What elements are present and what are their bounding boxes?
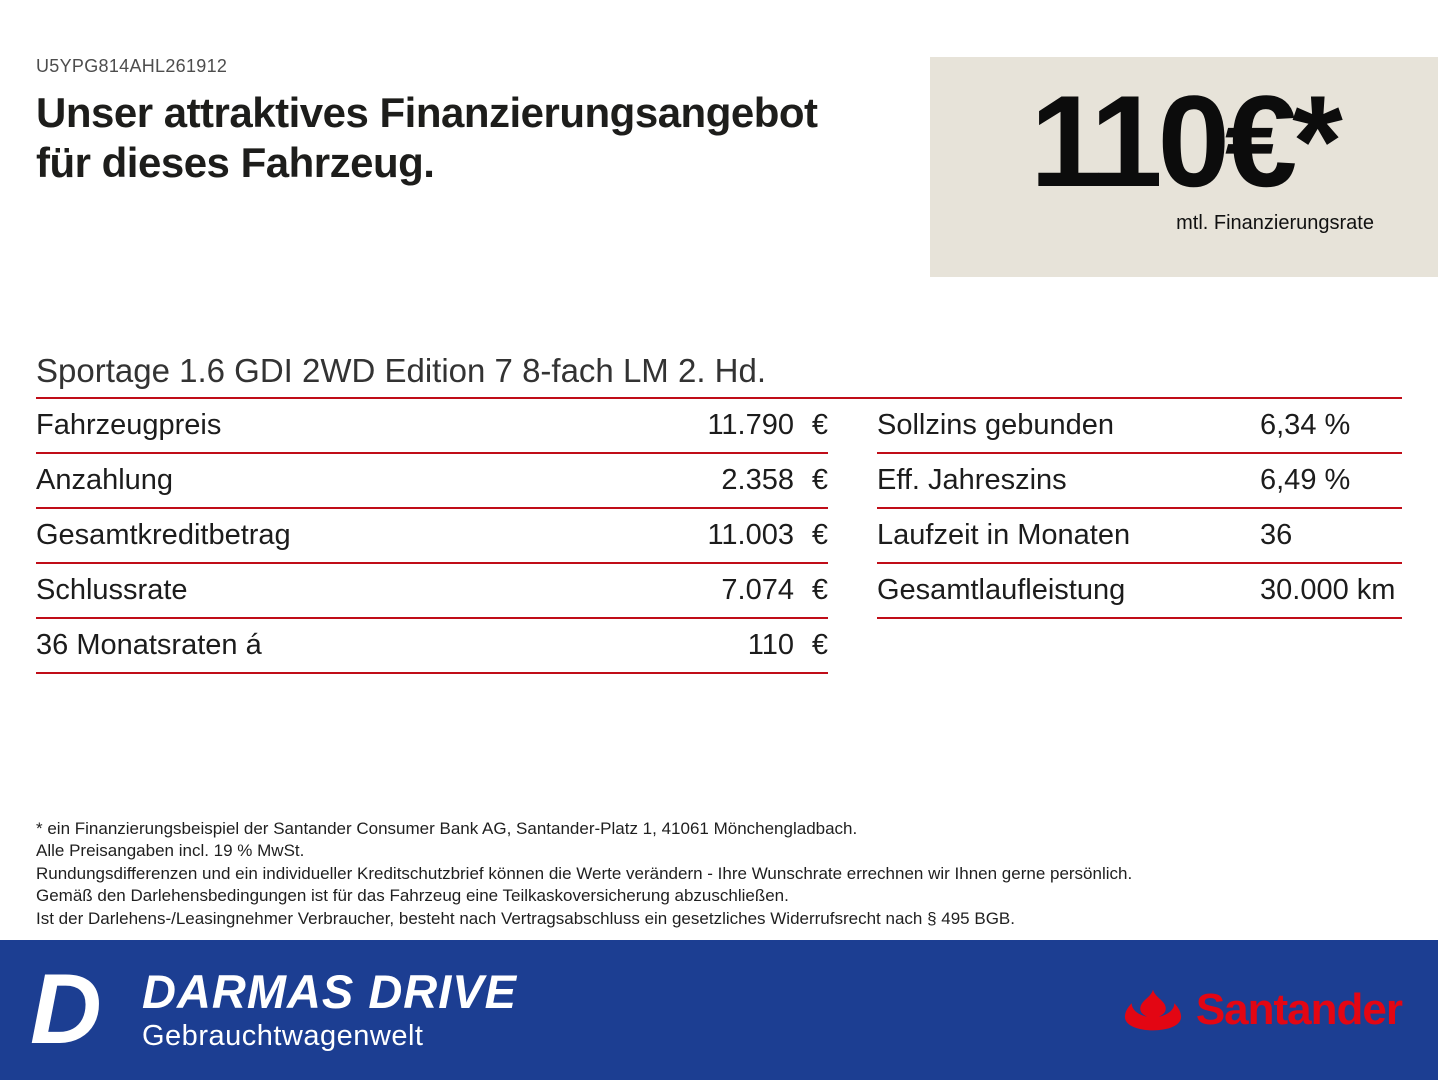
table-row-sollzins: Sollzins gebunden 6,34 % [877, 399, 1402, 454]
row-label: Schlussrate [36, 574, 188, 606]
table-row-fahrzeugpreis: Fahrzeugpreis 11.790 € [36, 399, 828, 454]
row-unit: € [811, 519, 828, 551]
row-unit: € [811, 574, 828, 606]
vehicle-title: Sportage 1.6 GDI 2WD Edition 7 8-fach LM… [36, 352, 767, 389]
row-value: 2.358 [721, 464, 794, 496]
table-row-schlussrate: Schlussrate 7.074 € [36, 564, 828, 619]
dealer-text: DARMAS DRIVE Gebrauchtwagenwelt [142, 964, 517, 1053]
table-row-monatsraten: 36 Monatsraten á 110 € [36, 619, 828, 674]
row-unit: € [811, 409, 828, 441]
row-label: 36 Monatsraten á [36, 629, 262, 661]
monthly-rate-label: mtl. Finanzierungsrate [1176, 211, 1374, 234]
disclaimer-line: Rundungsdifferenzen und ein individuelle… [36, 863, 1133, 883]
row-unit: € [811, 629, 828, 661]
santander-flame-icon [1122, 987, 1184, 1033]
row-label: Anzahlung [36, 464, 174, 496]
finance-table: Fahrzeugpreis 11.790 € Anzahlung 2.358 €… [36, 399, 1402, 674]
disclaimer-line: * ein Finanzierungsbeispiel der Santande… [36, 819, 858, 838]
row-value: 6,49 % [1260, 464, 1351, 496]
footer-bar: D DARMAS DRIVE Gebrauchtwagenwelt Santan… [0, 940, 1438, 1080]
row-value: 11.003 [707, 519, 794, 551]
row-value: 11.790 [707, 409, 794, 441]
row-value: 110 [747, 629, 794, 661]
page-title-line2: für dieses Fahrzeug. [36, 138, 435, 186]
darmas-d-logo-icon: D [30, 962, 122, 1058]
row-label: Gesamtlaufleistung [877, 574, 1126, 606]
page-title-line1: Unser attraktives Finanzierungsangebot [36, 89, 818, 136]
monthly-rate-value: 110€* [1030, 68, 1343, 214]
row-value: 36 [1260, 519, 1293, 551]
row-label: Sollzins gebunden [877, 409, 1115, 441]
table-row-anzahlung: Anzahlung 2.358 € [36, 454, 828, 509]
disclaimer-line: Ist der Darlehens-/Leasingnehmer Verbrau… [36, 908, 1015, 928]
table-row-gesamtkreditbetrag: Gesamtkreditbetrag 11.003 € [36, 509, 828, 564]
finance-table-right-column: Sollzins gebunden 6,34 % Eff. Jahreszins… [877, 399, 1402, 674]
row-unit: € [811, 464, 828, 496]
monthly-rate-box: 110€* mtl. Finanzierungsrate [930, 57, 1438, 277]
table-row-gesamtlaufleistung: Gesamtlaufleistung 30.000 km [877, 564, 1402, 619]
dealer-logo-block: D DARMAS DRIVE Gebrauchtwagenwelt [30, 962, 517, 1058]
row-label: Gesamtkreditbetrag [36, 519, 291, 551]
finance-table-left-column: Fahrzeugpreis 11.790 € Anzahlung 2.358 €… [36, 399, 828, 674]
page-title: Unser attraktives Finanzierungsangebot f… [36, 88, 916, 187]
row-label: Laufzeit in Monaten [877, 519, 1131, 551]
column-gap [828, 399, 877, 674]
title-divider [36, 397, 1402, 399]
table-row-jahreszins: Eff. Jahreszins 6,49 % [877, 454, 1402, 509]
disclaimer-line: Alle Preisangaben incl. 19 % MwSt. [36, 841, 305, 861]
dealer-name: DARMAS DRIVE [142, 964, 517, 1018]
bank-name: Santander [1195, 985, 1403, 1034]
row-value: 6,34 % [1260, 409, 1351, 441]
vin-number: U5YPG814AHL261912 [36, 56, 228, 76]
disclaimer-line: Gemäß den Darlehensbedingungen ist für d… [36, 886, 789, 906]
disclaimer-text: * ein Finanzierungsbeispiel der Santande… [36, 818, 1402, 930]
table-row-laufzeit: Laufzeit in Monaten 36 [877, 509, 1402, 564]
dealer-subtitle: Gebrauchtwagenwelt [142, 1020, 424, 1053]
row-label: Eff. Jahreszins [877, 464, 1067, 496]
row-value: 7.074 [721, 574, 794, 606]
bank-logo-block: Santander [1122, 985, 1408, 1035]
row-value: 30.000 km [1260, 574, 1396, 606]
row-label: Fahrzeugpreis [36, 409, 222, 441]
svg-text:D: D [30, 962, 102, 1058]
